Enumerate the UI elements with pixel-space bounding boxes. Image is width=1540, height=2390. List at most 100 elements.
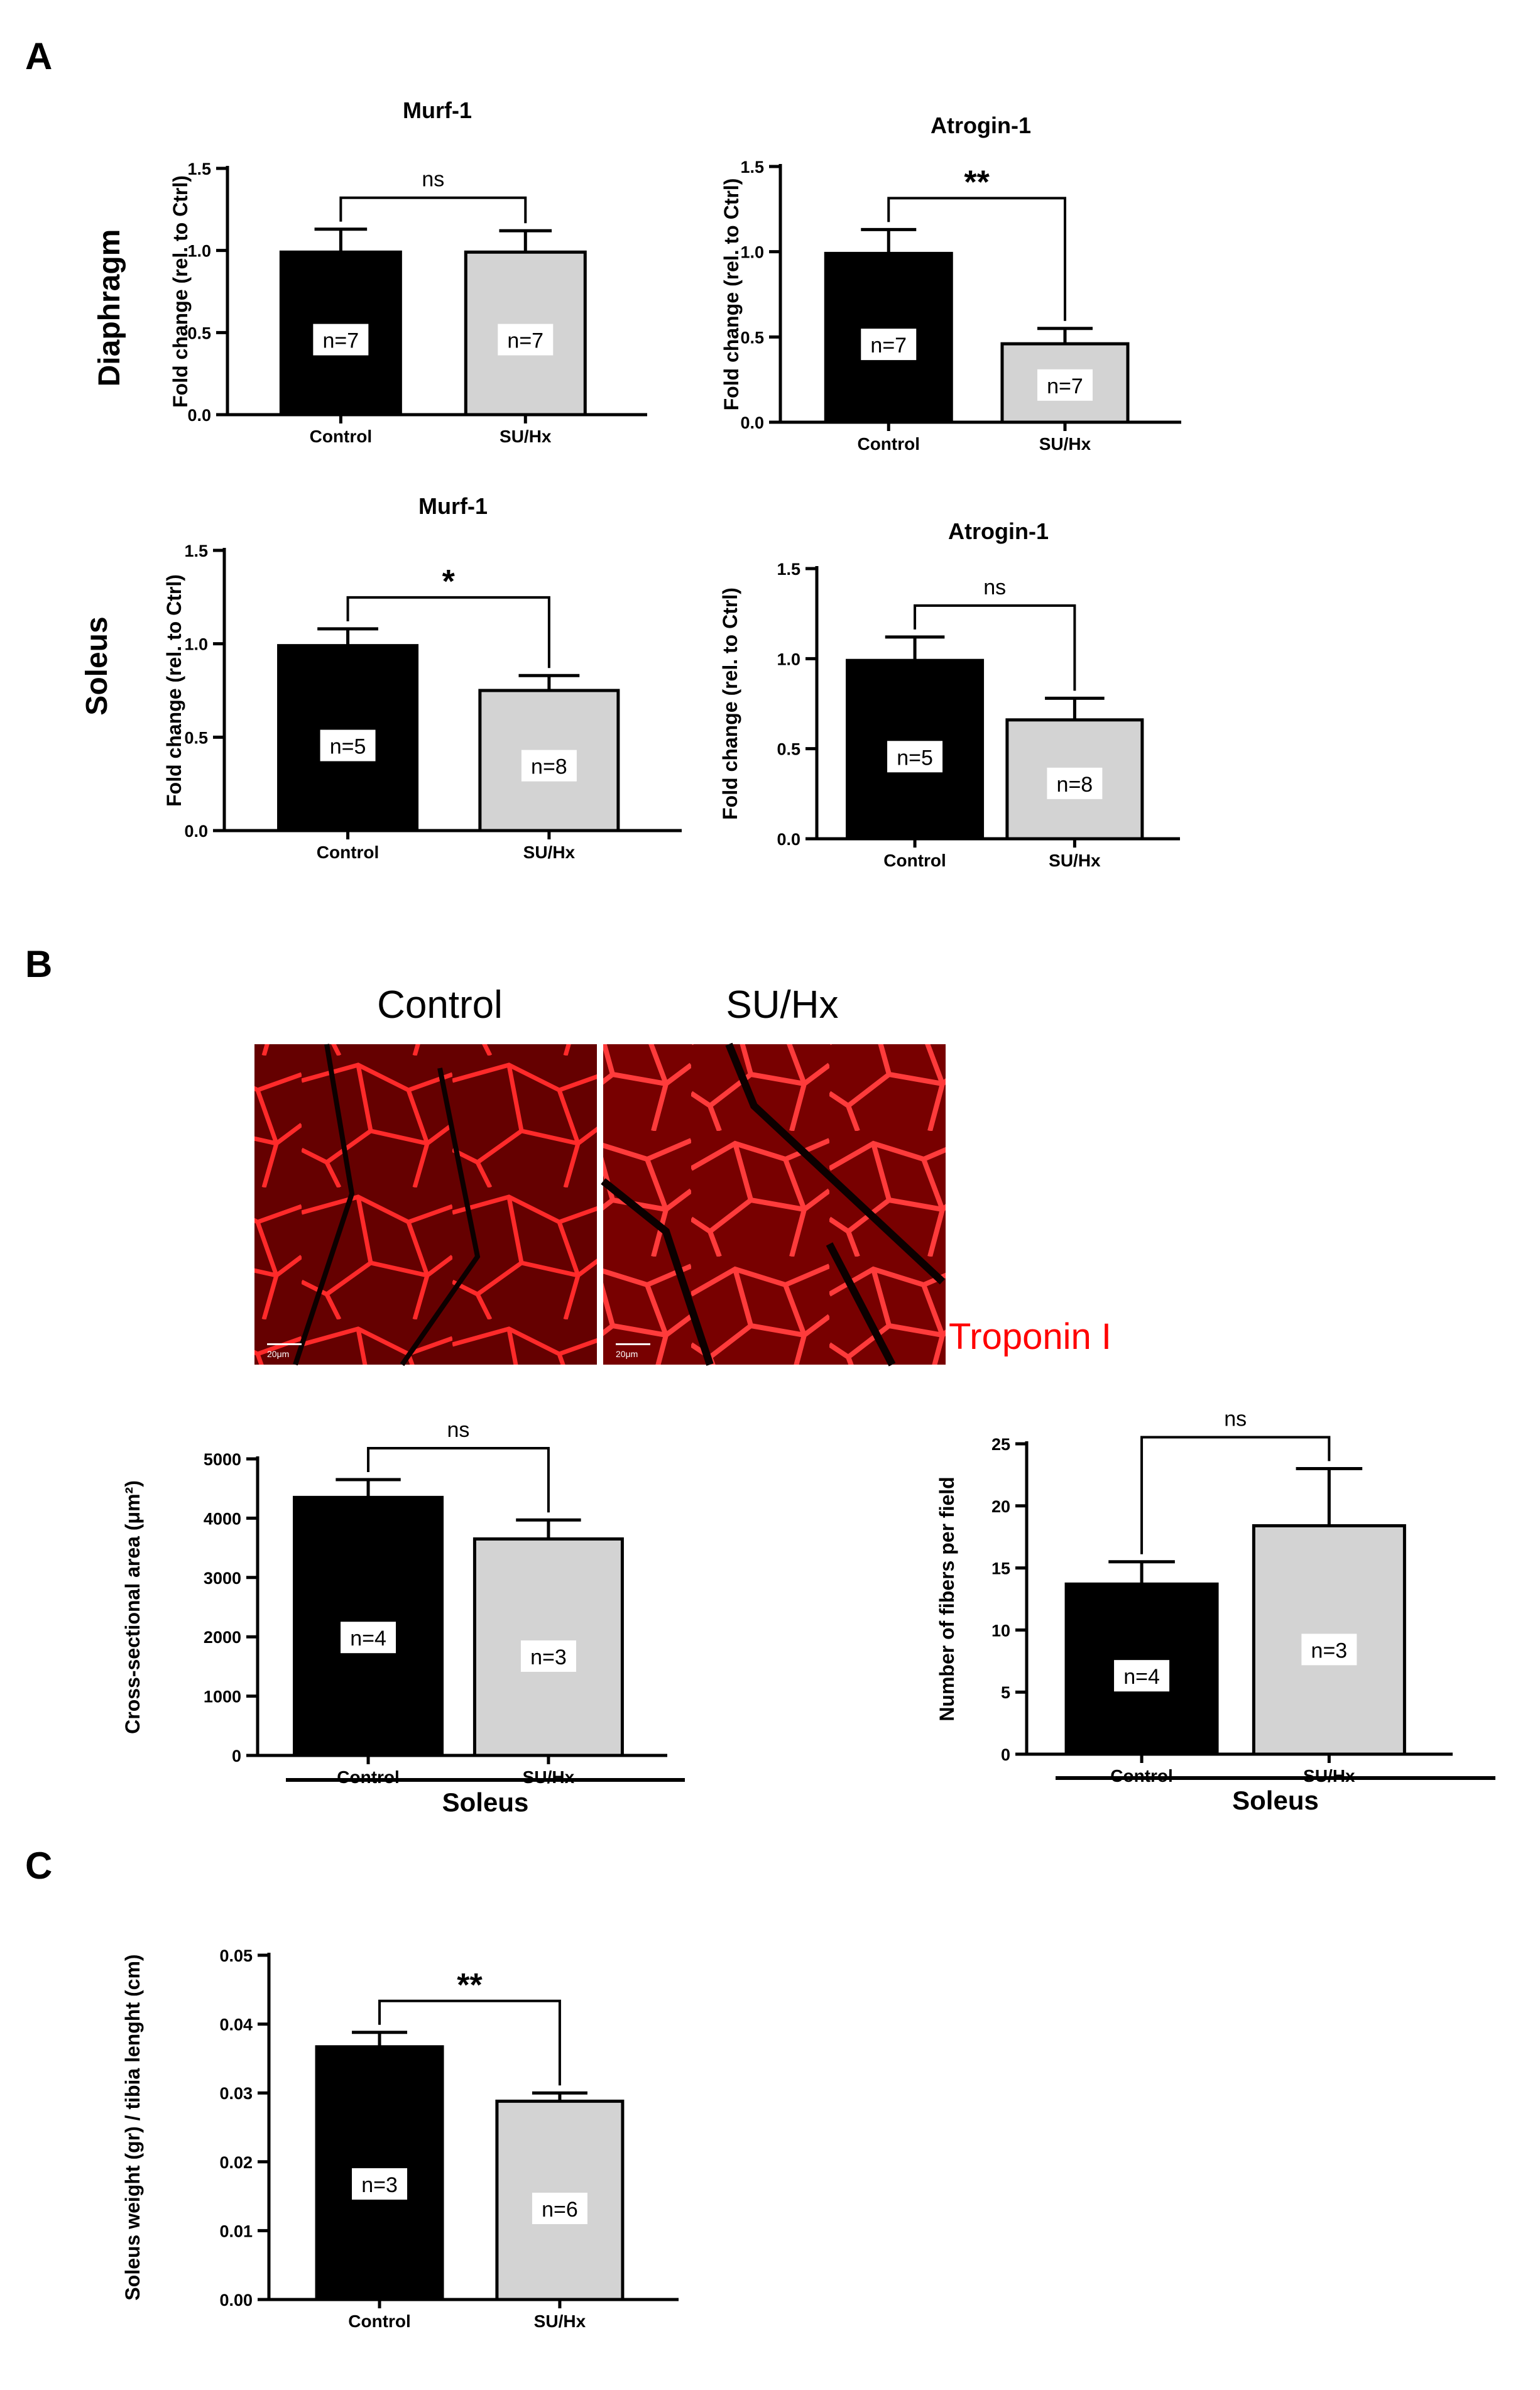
- row-label-diaphragm: Diaphragm: [93, 229, 126, 387]
- y-axis-label: Cross-sectional area (μm²): [121, 1480, 144, 1734]
- stain-label: Troponin I: [949, 1316, 1111, 1357]
- category-label: Control: [348, 2311, 411, 2331]
- y-tick-label: 0.03: [219, 2084, 253, 2103]
- significance-bracket: [339, 196, 527, 224]
- y-tick-label: 25: [991, 1435, 1010, 1454]
- chart-title: Murf-1: [418, 493, 488, 519]
- n-label: n=3: [1311, 1639, 1348, 1662]
- y-axis-label: Number of fibers per field: [936, 1476, 958, 1721]
- n-label: n=3: [530, 1645, 567, 1669]
- chart-fibers-per-field: Number of fibers per field n=4 Control n=3 S…: [936, 1407, 1495, 1815]
- micrograph-title-control: Control: [377, 983, 503, 1027]
- n-label-box: [1047, 767, 1103, 799]
- n-label-box: [532, 2192, 587, 2224]
- category-label: Control: [310, 427, 373, 446]
- n-label: n=6: [542, 2198, 578, 2222]
- y-tick-label: 0.0: [187, 406, 211, 425]
- y-tick-label: 0.05: [219, 1946, 253, 1965]
- y-axis-label: Soleus weight (gr) / tibia lenght (cm): [121, 1954, 144, 2300]
- y-tick-label: 3000: [204, 1569, 241, 1588]
- significance-label: **: [457, 1967, 483, 2004]
- category-label: SU/Hx: [500, 427, 552, 446]
- n-label-box: [521, 750, 577, 782]
- group-label: Soleus: [1232, 1786, 1319, 1815]
- n-label: n=8: [531, 755, 567, 779]
- y-tick-label: 4000: [204, 1509, 241, 1528]
- y-tick-label: 10: [991, 1621, 1010, 1640]
- n-label: n=5: [897, 746, 933, 770]
- y-axis-label: Fold change (rel. to Ctrl): [163, 574, 185, 807]
- n-label: n=7: [323, 329, 359, 353]
- n-label-box: [520, 1640, 576, 1672]
- n-label-box: [1037, 369, 1093, 401]
- y-tick-label: 0.0: [740, 413, 764, 432]
- n-label: n=7: [507, 329, 543, 353]
- y-axis-label: Fold change (rel. to Ctrl): [720, 178, 743, 411]
- significance-label: *: [442, 564, 456, 600]
- y-tick-label: 0.04: [219, 2016, 253, 2034]
- n-label-box: [313, 324, 369, 356]
- category-label: Control: [317, 843, 380, 862]
- y-tick-label: 1.0: [187, 242, 211, 261]
- panel-label-b: B: [25, 943, 52, 985]
- y-tick-label: 1.0: [777, 650, 800, 668]
- chart-title: Atrogin-1: [931, 112, 1031, 138]
- y-tick-label: 0.0: [184, 822, 208, 841]
- y-tick-label: 0.5: [187, 324, 211, 342]
- category-label: SU/Hx: [1303, 1766, 1355, 1786]
- n-label: n=7: [870, 334, 907, 357]
- n-label-box: [320, 729, 376, 761]
- significance-bracket: [914, 604, 1076, 691]
- micrograph-title-suhx: SU/Hx: [726, 983, 838, 1027]
- significance-label: ns: [1224, 1407, 1247, 1431]
- y-tick-label: 0.01: [219, 2222, 253, 2240]
- category-label: Control: [883, 851, 946, 870]
- y-tick-label: 0: [1001, 1745, 1010, 1764]
- panel-label-a: A: [25, 35, 52, 77]
- y-tick-label: 1.0: [740, 243, 764, 262]
- micrograph-suhx: 20μm: [601, 1042, 946, 1367]
- n-label: n=4: [1123, 1665, 1160, 1689]
- category-label: SU/Hx: [523, 1767, 575, 1787]
- y-tick-label: 0.5: [740, 328, 764, 347]
- n-label: n=5: [330, 735, 366, 759]
- y-tick-label: 2000: [204, 1628, 241, 1647]
- significance-label: ns: [983, 576, 1006, 599]
- y-tick-label: 20: [991, 1497, 1010, 1516]
- significance-label: ns: [447, 1418, 470, 1442]
- category-label: Control: [337, 1767, 400, 1787]
- y-tick-label: 1000: [204, 1688, 241, 1706]
- significance-label: **: [964, 164, 990, 200]
- chart-diaphragm-atrogin1: Atrogin-1 Fold change (rel. to Ctrl) n=7 Co…: [720, 112, 1181, 454]
- chart-soleus-atrogin1: Atrogin-1 Fold change (rel. to Ctrl) n=5 Co…: [719, 518, 1180, 870]
- y-tick-label: 0.5: [184, 728, 208, 747]
- row-label-soleus: Soleus: [80, 616, 114, 715]
- n-label-box: [887, 741, 943, 773]
- y-tick-label: 15: [991, 1559, 1010, 1578]
- significance-label: ns: [422, 168, 444, 192]
- significance-bracket: [346, 596, 550, 668]
- y-tick-label: 1.5: [777, 560, 800, 579]
- y-tick-label: 0: [232, 1747, 241, 1765]
- n-label: n=8: [1057, 773, 1093, 797]
- category-label: SU/Hx: [1039, 434, 1091, 454]
- significance-bracket: [378, 1999, 561, 2086]
- y-tick-label: 5000: [204, 1450, 241, 1469]
- y-tick-label: 0.0: [777, 830, 800, 849]
- n-label-box: [498, 324, 554, 356]
- y-tick-label: 0.00: [219, 2291, 253, 2310]
- scale-bar-label-suhx: 20μm: [616, 1349, 638, 1359]
- n-label-box: [861, 329, 917, 361]
- scale-bar-label-control: 20μm: [267, 1349, 289, 1359]
- significance-bracket: [367, 1447, 550, 1513]
- significance-bracket: [887, 197, 1066, 321]
- y-tick-label: 5: [1001, 1683, 1010, 1702]
- y-axis-label: Fold change (rel. to Ctrl): [719, 587, 741, 820]
- n-label-box: [341, 1622, 396, 1654]
- category-label: Control: [1110, 1766, 1173, 1786]
- chart-soleus-murf1: Murf-1 Fold change (rel. to Ctrl) n=5 Contr…: [163, 493, 682, 862]
- y-tick-label: 1.0: [184, 635, 208, 654]
- n-label: n=3: [361, 2173, 398, 2197]
- group-label: Soleus: [442, 1787, 529, 1817]
